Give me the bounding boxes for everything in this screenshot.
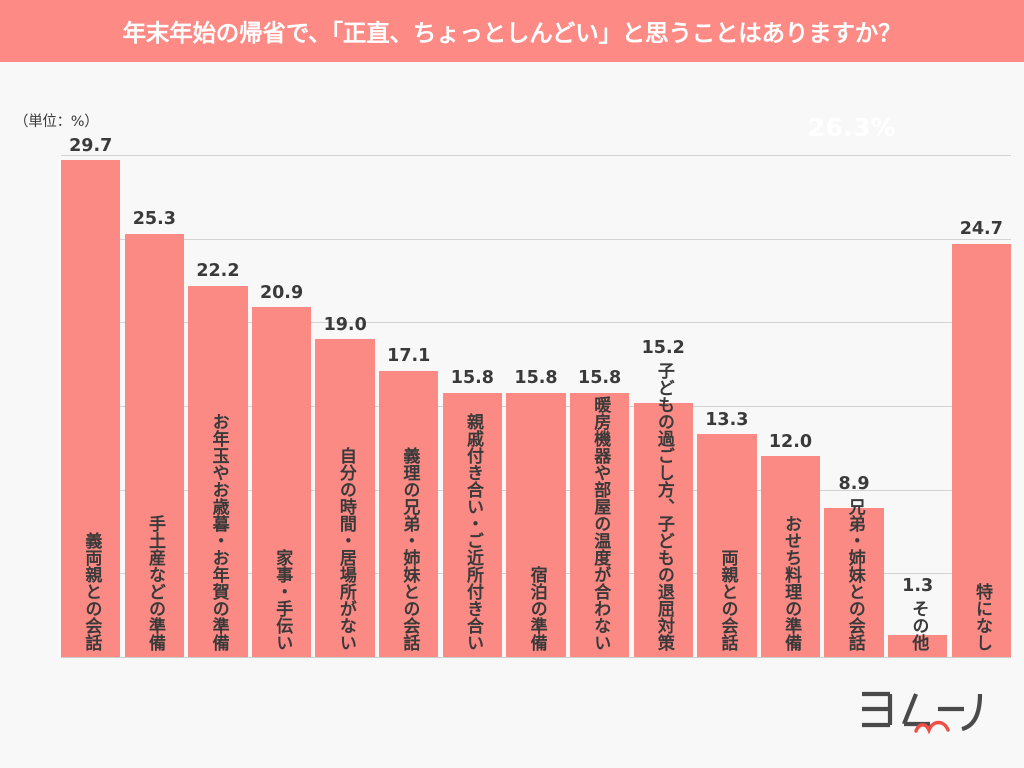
gridline <box>61 155 1011 156</box>
bar[interactable] <box>379 370 439 657</box>
bar-series: 義両親との会話 29.7 手土産などの準備 25.3 お年玉やお歳暮・お年賀の準備 22.… <box>61 137 1011 657</box>
bar[interactable] <box>887 635 948 657</box>
bar-value-label: 1.3 <box>902 575 934 596</box>
gridline <box>61 322 1011 324</box>
bar-group[interactable]: 手土産などの準備 25.3 <box>124 155 185 657</box>
bar-value-label: 29.7 <box>69 135 113 156</box>
bar-group[interactable]: おせち料理の準備 12.0 <box>760 155 821 657</box>
bar[interactable] <box>251 307 312 657</box>
bar-value-label: 15.8 <box>450 368 494 389</box>
bar-category-label: その他 <box>908 600 929 651</box>
bar-group[interactable]: 特になし 24.7 <box>951 155 1011 657</box>
bar-value-label: 8.9 <box>838 473 870 494</box>
bar-group[interactable]: 子どもの過ごし方、子どもの退屈対策 15.2 <box>633 155 693 657</box>
bar-category-label: おせち料理の準備 <box>781 515 802 651</box>
bar[interactable] <box>951 243 1011 657</box>
bar-category-label: 義理の兄弟・姉妹との会話 <box>399 447 420 651</box>
bar[interactable] <box>569 392 630 657</box>
bar-category-label: 家事・手伝い <box>272 549 293 651</box>
x-axis-baseline <box>61 657 1011 658</box>
bar-value-label: 20.9 <box>259 282 304 303</box>
bar[interactable] <box>61 160 121 657</box>
bar-category-label: お年玉やお歳暮・お年賀の準備 <box>208 413 229 651</box>
bar-value-label: 22.2 <box>196 261 240 282</box>
bar-group[interactable]: 暖房機器や部屋の温度が合わない 15.8 <box>569 155 630 657</box>
bar-value-label: 15.8 <box>578 368 622 389</box>
bar-value-label: 13.3 <box>705 409 749 430</box>
axis-unit-caption: （単位：%） <box>14 114 99 130</box>
brand-logo <box>854 684 996 740</box>
bar[interactable] <box>824 508 884 657</box>
bar[interactable] <box>760 456 821 657</box>
bar-category-label: 義両親との会話 <box>81 532 102 651</box>
bar[interactable] <box>633 402 693 657</box>
bar[interactable] <box>315 339 375 657</box>
bar-value-label: 15.2 <box>641 337 685 358</box>
bar-group[interactable]: お年玉やお歳暮・お年賀の準備 22.2 <box>188 155 248 657</box>
bar-category-label: 親戚付き合い・ご近所付き合い <box>463 413 484 651</box>
bar-category-label: 暖房機器や部屋の温度が合わない <box>590 396 611 651</box>
bar-value-label: 12.0 <box>768 431 813 452</box>
bar[interactable] <box>188 285 248 657</box>
gridline <box>61 238 1011 240</box>
bar-category-label: 両親との会話 <box>717 549 738 651</box>
bar-category-label: 手土産などの準備 <box>144 515 165 651</box>
bar-value-label: 24.7 <box>959 219 1003 240</box>
bar-group[interactable]: その他 1.3 <box>887 155 948 657</box>
bar-category-label: 子どもの過ごし方、子どもの退屈対策 <box>653 362 674 651</box>
bar-value-label: 19.0 <box>323 314 367 335</box>
bar-category-label: 特になし <box>971 583 992 651</box>
bar-group[interactable]: 親戚付き合い・ご近所付き合い 15.8 <box>442 155 503 657</box>
bar-group[interactable]: 自分の時間・居場所がない 19.0 <box>315 155 375 657</box>
yomuno-logo-icon <box>862 691 983 735</box>
bar-group[interactable]: 義両親との会話 29.7 <box>61 137 121 657</box>
bar-value-label: 25.3 <box>132 209 176 230</box>
bar-group[interactable]: 兄弟・姉妹との会話 8.9 <box>824 155 884 657</box>
bar-group[interactable]: 義理の兄弟・姉妹との会話 17.1 <box>379 155 439 657</box>
bar-group[interactable]: 家事・手伝い 20.9 <box>251 155 312 657</box>
header-band: 年末年始の帰省で、「正直、ちょっとしんどい」と思うことはありますか？ <box>0 0 1024 62</box>
bar-category-label: 兄弟・姉妹との会話 <box>844 498 865 651</box>
bar-group[interactable]: 宿泊の準備 15.8 <box>506 155 566 657</box>
bar-category-label: 宿泊の準備 <box>526 566 547 651</box>
page-title: 年末年始の帰省で、「正直、ちょっとしんどい」と思うことはありますか？ <box>122 19 902 47</box>
bar[interactable] <box>124 233 185 657</box>
chart-plot-area: 051015202530 義両親との会話29.7手土産などの準備25.3お年玉や… <box>61 137 1011 658</box>
bar-category-label: 自分の時間・居場所がない <box>335 447 356 651</box>
bar[interactable] <box>506 392 566 657</box>
bar-value-label: 17.1 <box>387 346 431 367</box>
bar-value-label: 15.8 <box>514 368 558 389</box>
bar[interactable] <box>697 434 757 657</box>
bar-group[interactable]: 両親との会話 13.3 <box>697 155 757 657</box>
bar[interactable] <box>442 392 503 657</box>
watermark-percent: 26.3% <box>807 113 896 142</box>
